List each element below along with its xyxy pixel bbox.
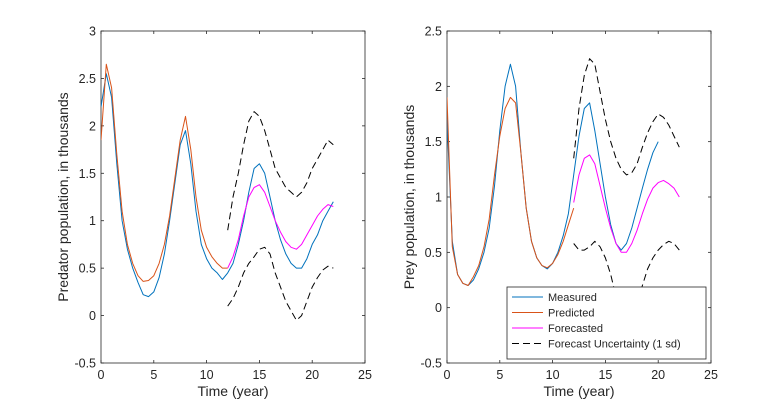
y-tick-label: 1 [89,214,96,228]
x-tick-label: 20 [651,368,665,382]
legend-label-forecast-uncertainty-1-sd: Forecast Uncertainty (1 sd) [548,339,681,351]
y-tick-label: 2 [435,80,442,94]
series-line-forecasted [227,184,334,269]
legend-label-predicted: Predicted [548,308,594,320]
y-tick-label: 2.5 [425,25,442,39]
legend-label-forecasted: Forecasted [548,323,603,335]
x-tick-label: 15 [598,368,612,382]
y-tick-label: 2 [89,119,96,133]
series-group [101,63,334,321]
y-tick-label: 1 [435,191,442,205]
x-axis-label: Time (year) [197,383,268,399]
x-axis-label: Time (year) [543,383,614,399]
y-tick-label: 1.5 [425,135,442,149]
y-tick-label: 2.5 [79,72,96,86]
series-line-predicted [101,63,228,282]
series-line-forecast-uncertainty-1-sd [227,111,334,231]
x-tick-label: 20 [305,368,319,382]
series-group [447,58,680,325]
y-tick-label: -0.5 [74,357,96,371]
y-tick-label: 0 [89,309,96,323]
x-tick-label: 5 [150,368,157,382]
legend-box [506,286,707,360]
series-line-forecast-uncertainty-1-sd [573,240,680,325]
legend: Measured Predicted Forecasted Forecast Unce… [506,286,707,360]
legend-label-measured: Measured [548,292,597,304]
x-tick-label: 25 [358,368,372,382]
y-axis-label: Predator population, in thousands [55,92,71,301]
y-tick-label: -0.5 [420,357,442,371]
y-axis-label: Prey population, in thousands [401,105,417,289]
y-tick-label: 1.5 [79,167,96,181]
y-tick-label: 0.5 [79,262,96,276]
series-line-measured [101,73,334,298]
x-tick-label: 0 [98,368,105,382]
x-tick-label: 15 [252,368,266,382]
series-line-forecasted [573,154,680,253]
y-tick-label: 0 [435,301,442,315]
series-line-forecast-uncertainty-1-sd [573,58,680,176]
x-tick-label: 0 [444,368,451,382]
y-tick-label: 0.5 [425,246,442,260]
series-line-forecast-uncertainty-1-sd [227,246,334,321]
x-tick-label: 25 [704,368,718,382]
x-tick-label: 10 [546,368,560,382]
y-tick-label: 3 [89,25,96,39]
x-tick-label: 5 [496,368,503,382]
x-tick-label: 10 [200,368,214,382]
series-line-predicted [447,96,575,286]
